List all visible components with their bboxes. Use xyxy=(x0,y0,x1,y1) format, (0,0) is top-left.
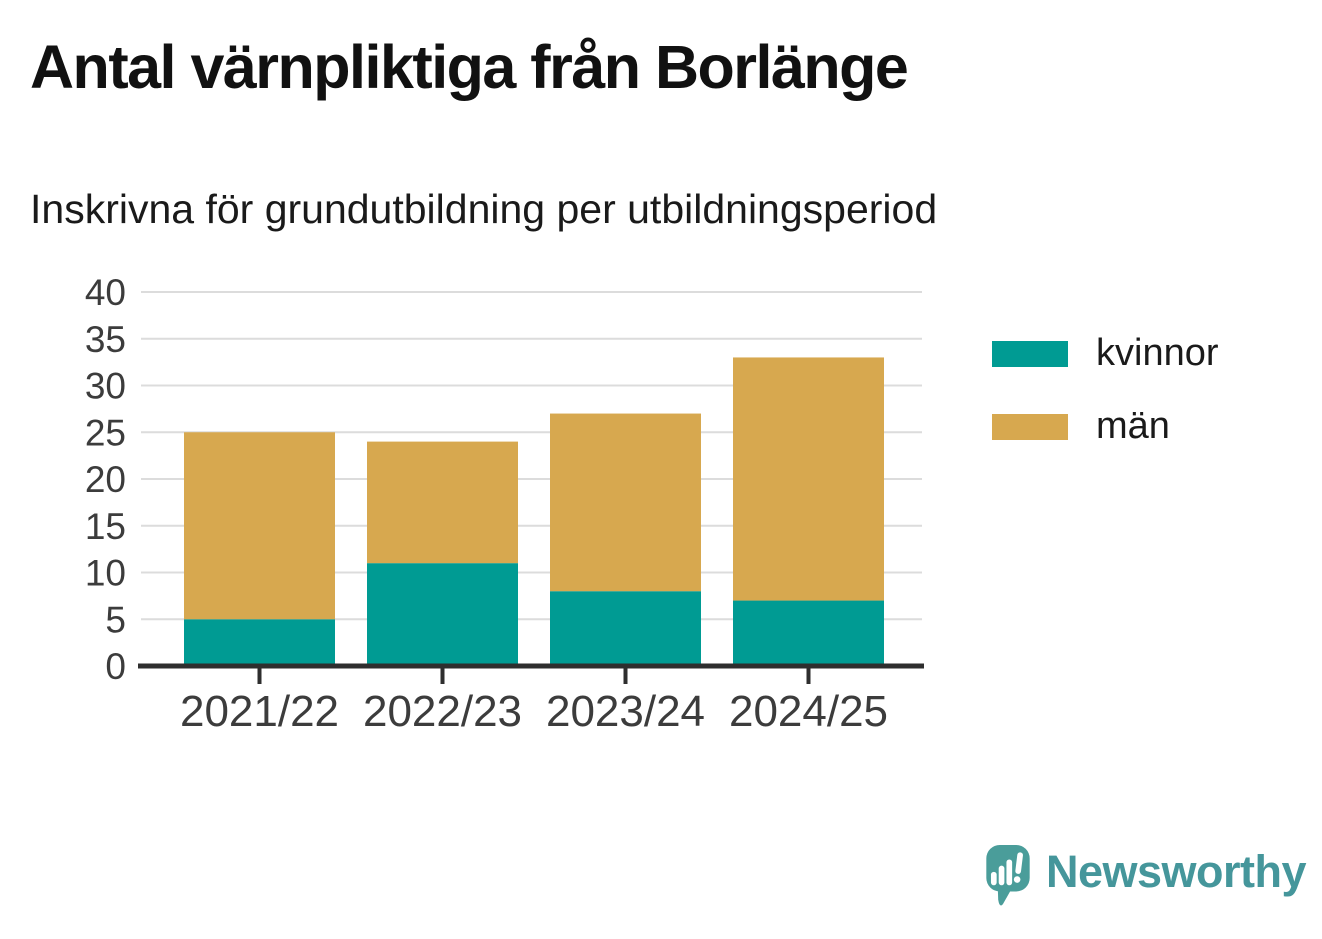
y-axis-tick-label: 5 xyxy=(105,599,126,640)
legend-label-kvinnor: kvinnor xyxy=(1096,332,1219,374)
legend-swatch-man xyxy=(992,413,1068,440)
speech-bubble-bar-chart-icon xyxy=(986,845,1030,906)
newsworthy-logo: Newsworthy xyxy=(986,845,1307,909)
x-axis-tick-label: 2023/24 xyxy=(546,687,705,736)
newsworthy-logo-text: Newsworthy xyxy=(1046,846,1307,897)
chart-title: Antal värnpliktiga från Borlänge xyxy=(30,33,909,101)
y-axis-tick-label: 25 xyxy=(85,412,126,453)
y-axis-tick-label: 40 xyxy=(85,272,126,313)
x-axis-tick-label: 2022/23 xyxy=(363,687,522,736)
x-axis-tick-label: 2021/22 xyxy=(180,687,339,736)
y-axis-tick-label: 20 xyxy=(85,459,126,500)
y-axis-tick-label: 35 xyxy=(85,319,126,360)
legend-swatch-kvinnor xyxy=(992,340,1068,367)
bar-segment-män-2021-22 xyxy=(184,432,335,620)
y-axis-tick-label: 30 xyxy=(85,366,126,407)
bar-segment-kvinnor-2023-24 xyxy=(550,591,701,666)
legend-item-kvinnor: kvinnor xyxy=(992,332,1219,375)
stacked-bar-chart: 0 5 10 15 20 25 30 35 40 2021/22 2022/23 2023/24 202… xyxy=(85,272,924,736)
chart-legend: kvinnor män xyxy=(992,332,1219,478)
y-axis-tick-label: 15 xyxy=(85,506,126,547)
x-axis-tick-label: 2024/25 xyxy=(729,687,888,736)
bar-segment-män-2023-24 xyxy=(550,413,701,592)
bar-segment-kvinnor-2024-25 xyxy=(733,600,884,666)
chart-subtitle: Inskrivna för grundutbildning per utbild… xyxy=(30,186,938,232)
legend-item-man: män xyxy=(992,405,1219,448)
bar-segment-kvinnor-2022-23 xyxy=(367,563,518,666)
y-axis-tick-label: 10 xyxy=(85,553,126,594)
legend-label-man: män xyxy=(1096,405,1170,447)
bar-segment-män-2024-25 xyxy=(733,357,884,601)
y-axis-tick-label: 0 xyxy=(105,646,126,687)
bar-segment-män-2022-23 xyxy=(367,441,518,564)
bar-segment-kvinnor-2021-22 xyxy=(184,619,335,666)
